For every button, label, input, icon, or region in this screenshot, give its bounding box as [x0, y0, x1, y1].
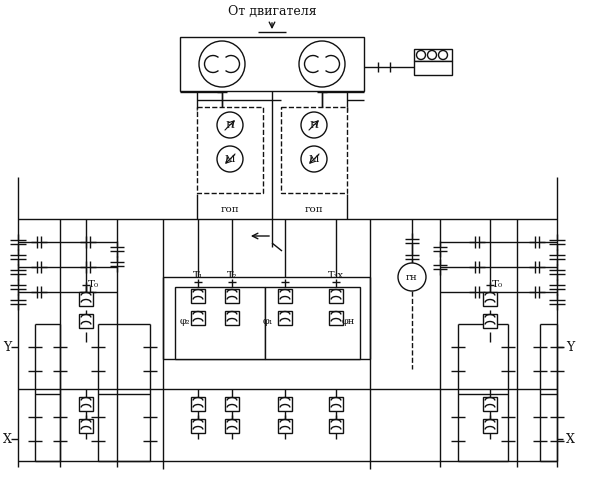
Text: T₃х: T₃х: [328, 271, 344, 280]
Bar: [281, 108, 347, 193]
Circle shape: [398, 264, 426, 291]
Bar: [79, 292, 93, 306]
Bar: [225, 312, 239, 325]
Circle shape: [416, 51, 425, 60]
Bar: [225, 419, 239, 433]
Text: Н: Н: [310, 121, 319, 130]
Bar: [191, 397, 205, 411]
Text: От двигателя: От двигателя: [227, 4, 316, 17]
Bar: [175, 288, 265, 359]
Text: Y: Y: [3, 341, 11, 354]
Bar: [414, 62, 452, 76]
Bar: [79, 397, 93, 411]
Text: X: X: [2, 432, 11, 445]
Text: X: X: [566, 432, 574, 445]
Bar: [278, 312, 292, 325]
Bar: [278, 419, 292, 433]
Bar: [329, 289, 343, 303]
Bar: [329, 397, 343, 411]
Text: гоп: гоп: [221, 205, 239, 214]
Circle shape: [301, 113, 327, 139]
Text: Y: Y: [566, 341, 574, 354]
Circle shape: [217, 113, 243, 139]
Bar: [191, 419, 205, 433]
Bar: [278, 289, 292, 303]
Circle shape: [301, 147, 327, 173]
Text: М: М: [224, 155, 235, 164]
Bar: [225, 397, 239, 411]
Bar: [180, 38, 364, 92]
Text: φ₁: φ₁: [263, 317, 274, 326]
Text: гоп: гоп: [305, 205, 323, 214]
Bar: [414, 50, 452, 62]
Circle shape: [428, 51, 437, 60]
Text: T₁: T₁: [193, 271, 203, 280]
Bar: [278, 397, 292, 411]
Bar: [483, 292, 497, 306]
Bar: [79, 419, 93, 433]
Text: T₀: T₀: [88, 280, 99, 289]
Bar: [191, 289, 205, 303]
Bar: [191, 312, 205, 325]
Text: φ₂: φ₂: [180, 317, 190, 326]
Text: T₀: T₀: [492, 280, 503, 289]
Circle shape: [199, 42, 245, 88]
Bar: [483, 419, 497, 433]
Circle shape: [217, 147, 243, 173]
Text: φн: φн: [341, 317, 355, 326]
Circle shape: [439, 51, 448, 60]
Bar: [483, 397, 497, 411]
Circle shape: [299, 42, 345, 88]
Text: гн: гн: [406, 273, 418, 282]
Bar: [329, 312, 343, 325]
Bar: [79, 314, 93, 328]
Text: Н: Н: [226, 121, 235, 130]
Bar: [225, 289, 239, 303]
Text: М: М: [308, 155, 319, 164]
Bar: [265, 288, 360, 359]
Text: T₂: T₂: [227, 271, 237, 280]
Bar: [483, 314, 497, 328]
Bar: [197, 108, 263, 193]
Bar: [329, 419, 343, 433]
